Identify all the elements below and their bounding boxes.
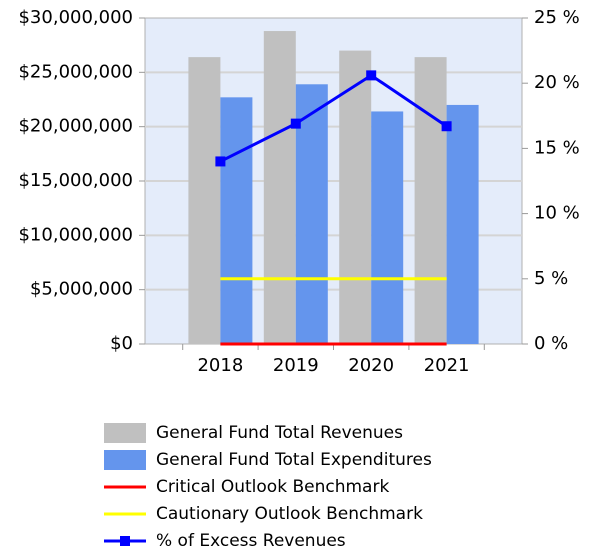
marker (290, 118, 301, 129)
bar (263, 31, 296, 344)
x-tick-label: 2019 (273, 355, 319, 376)
y-tick-label: $30,000,000 (18, 7, 133, 28)
y2-tick-label: 20 % (534, 72, 580, 93)
y-tick-label: $0 (110, 333, 133, 354)
y-tick-label: $5,000,000 (30, 279, 133, 300)
marker (441, 121, 452, 132)
bar (295, 84, 328, 344)
legend-marker (120, 536, 130, 546)
x-tick-label: 2018 (197, 355, 243, 376)
marker (215, 156, 226, 167)
marker (366, 70, 377, 81)
legend-swatch (104, 450, 146, 470)
bar (188, 57, 221, 345)
x-tick-label: 2020 (348, 355, 394, 376)
y2-tick-label: 10 % (534, 203, 580, 224)
y-tick-label: $25,000,000 (18, 61, 133, 82)
legend: General Fund Total Revenues General Fund … (104, 423, 432, 551)
y-tick-label: $15,000,000 (18, 170, 133, 191)
legend-label: Cautionary Outlook Benchmark (156, 504, 423, 524)
bar (220, 97, 253, 345)
line (219, 73, 448, 163)
bar (371, 111, 404, 344)
legend-label: General Fund Total Expenditures (156, 450, 432, 470)
legend-swatch (104, 423, 146, 443)
bar (414, 57, 447, 345)
legend-label: Critical Outlook Benchmark (156, 477, 389, 497)
x-tick-label: 2021 (424, 355, 470, 376)
bar (446, 104, 479, 344)
bar (339, 50, 372, 344)
y-tick-label: $10,000,000 (18, 224, 133, 245)
y2-tick-label: 0 % (534, 333, 568, 354)
y2-tick-label: 5 % (534, 268, 568, 289)
y-tick-label: $20,000,000 (18, 116, 133, 137)
y2-tick-label: 25 % (534, 7, 580, 28)
legend-label: % of Excess Revenues (156, 531, 346, 551)
legend-label: General Fund Total Revenues (156, 423, 403, 443)
y2-tick-label: 15 % (534, 137, 580, 158)
